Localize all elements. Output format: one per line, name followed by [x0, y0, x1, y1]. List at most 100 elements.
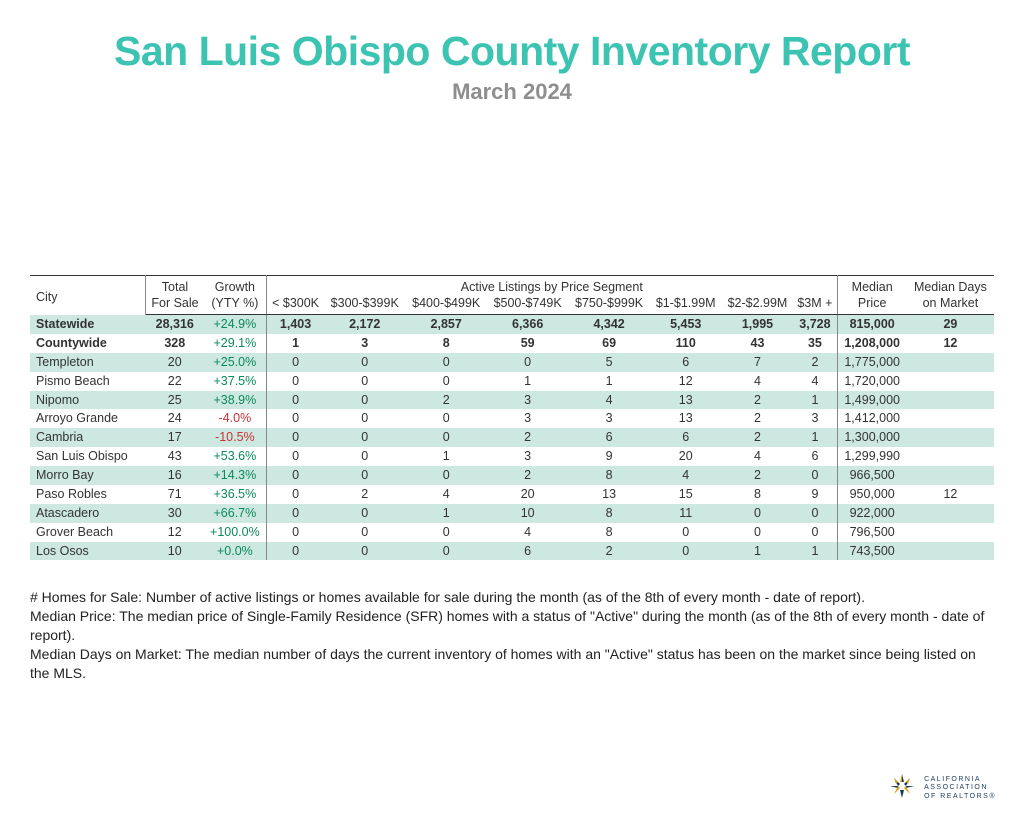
cell-growth: +14.3%: [204, 466, 267, 485]
cell-seg: 6: [793, 447, 837, 466]
cell-seg: 1,403: [267, 315, 324, 334]
cell-city: Nipomo: [30, 391, 146, 410]
cell-seg: 2: [487, 428, 568, 447]
cell-seg: 3,728: [793, 315, 837, 334]
cell-price: 1,412,000: [837, 409, 907, 428]
col-growth: Growth: [204, 276, 267, 296]
cell-seg: 0: [324, 504, 405, 523]
cell-price: 815,000: [837, 315, 907, 334]
table-row: Templeton20+25.0%000056721,775,000: [30, 353, 994, 372]
cell-seg: 13: [650, 391, 722, 410]
table-row: Paso Robles71+36.5%02420131589950,00012: [30, 485, 994, 504]
cell-for-sale: 71: [146, 485, 204, 504]
cell-seg: 4: [568, 391, 649, 410]
cell-seg: 15: [650, 485, 722, 504]
cell-seg: 0: [405, 353, 486, 372]
cell-seg: 9: [568, 447, 649, 466]
cell-seg: 11: [650, 504, 722, 523]
cell-days: [907, 523, 994, 542]
cell-seg: 6: [568, 428, 649, 447]
cell-seg: 0: [405, 466, 486, 485]
cell-days: 12: [907, 485, 994, 504]
cell-for-sale: 328: [146, 334, 204, 353]
inventory-table-container: City Total Growth Active Listings by Pri…: [30, 275, 994, 560]
footnote-3: Median Days on Market: The median number…: [30, 645, 994, 683]
cell-for-sale: 20: [146, 353, 204, 372]
cell-seg: 3: [793, 409, 837, 428]
cell-city: Grover Beach: [30, 523, 146, 542]
cell-seg: 4: [793, 372, 837, 391]
table-row: Grover Beach12+100.0%00048000796,500: [30, 523, 994, 542]
cell-city: San Luis Obispo: [30, 447, 146, 466]
cell-for-sale: 28,316: [146, 315, 204, 334]
footnote-1: # Homes for Sale: Number of active listi…: [30, 588, 994, 607]
cell-seg: 0: [267, 523, 324, 542]
cell-seg: 7: [722, 353, 794, 372]
footnote-2: Median Price: The median price of Single…: [30, 607, 994, 645]
cell-seg: 4: [722, 372, 794, 391]
col-seg8: $3M +: [793, 295, 837, 315]
cell-price: 1,499,000: [837, 391, 907, 410]
cell-seg: 0: [267, 466, 324, 485]
cell-seg: 6: [650, 353, 722, 372]
cell-seg: 2: [722, 466, 794, 485]
table-row: Atascadero30+66.7%0011081100922,000: [30, 504, 994, 523]
cell-seg: 13: [568, 485, 649, 504]
cell-seg: 8: [568, 504, 649, 523]
cell-days: [907, 504, 994, 523]
col-price: Price: [837, 295, 907, 315]
cell-seg: 2: [324, 485, 405, 504]
cell-seg: 2: [568, 542, 649, 561]
cell-price: 743,500: [837, 542, 907, 561]
col-seg6: $1-$1.99M: [650, 295, 722, 315]
cell-growth: +24.9%: [204, 315, 267, 334]
car-logo-text: CALIFORNIA ASSOCIATION OF REALTORS®: [924, 776, 996, 801]
cell-seg: 6: [487, 542, 568, 561]
cell-seg: 2,172: [324, 315, 405, 334]
cell-seg: 13: [650, 409, 722, 428]
cell-seg: 1: [487, 372, 568, 391]
cell-seg: 1: [267, 334, 324, 353]
cell-city: Cambria: [30, 428, 146, 447]
cell-seg: 3: [487, 447, 568, 466]
cell-for-sale: 24: [146, 409, 204, 428]
cell-seg: 0: [267, 485, 324, 504]
cell-seg: 0: [324, 447, 405, 466]
col-seg1: < $300K: [267, 295, 324, 315]
cell-seg: 0: [722, 504, 794, 523]
cell-seg: 0: [722, 523, 794, 542]
table-row: Pismo Beach22+37.5%0001112441,720,000: [30, 372, 994, 391]
cell-seg: 8: [568, 523, 649, 542]
cell-seg: 3: [324, 334, 405, 353]
cell-growth: +37.5%: [204, 372, 267, 391]
cell-seg: 20: [487, 485, 568, 504]
cell-seg: 1: [405, 447, 486, 466]
cell-seg: 0: [793, 523, 837, 542]
cell-seg: 3: [487, 409, 568, 428]
cell-seg: 43: [722, 334, 794, 353]
cell-days: [907, 353, 994, 372]
col-active-segment: Active Listings by Price Segment: [267, 276, 837, 296]
cell-for-sale: 16: [146, 466, 204, 485]
cell-seg: 1: [793, 428, 837, 447]
cell-seg: 0: [405, 542, 486, 561]
cell-seg: 0: [405, 523, 486, 542]
cell-seg: 6,366: [487, 315, 568, 334]
cell-seg: 0: [324, 409, 405, 428]
cell-days: [907, 542, 994, 561]
cell-seg: 8: [722, 485, 794, 504]
report-title: San Luis Obispo County Inventory Report: [0, 28, 1024, 75]
cell-city: Statewide: [30, 315, 146, 334]
cell-city: Pismo Beach: [30, 372, 146, 391]
car-logo: CALIFORNIA ASSOCIATION OF REALTORS®: [888, 772, 996, 805]
inventory-table: City Total Growth Active Listings by Pri…: [30, 275, 994, 560]
cell-for-sale: 25: [146, 391, 204, 410]
cell-seg: 2: [487, 466, 568, 485]
cell-seg: 0: [267, 372, 324, 391]
cell-seg: 5: [568, 353, 649, 372]
col-median: Median: [837, 276, 907, 296]
cell-city: Paso Robles: [30, 485, 146, 504]
cell-price: 966,500: [837, 466, 907, 485]
cell-seg: 1: [793, 542, 837, 561]
report-subtitle: March 2024: [0, 79, 1024, 105]
